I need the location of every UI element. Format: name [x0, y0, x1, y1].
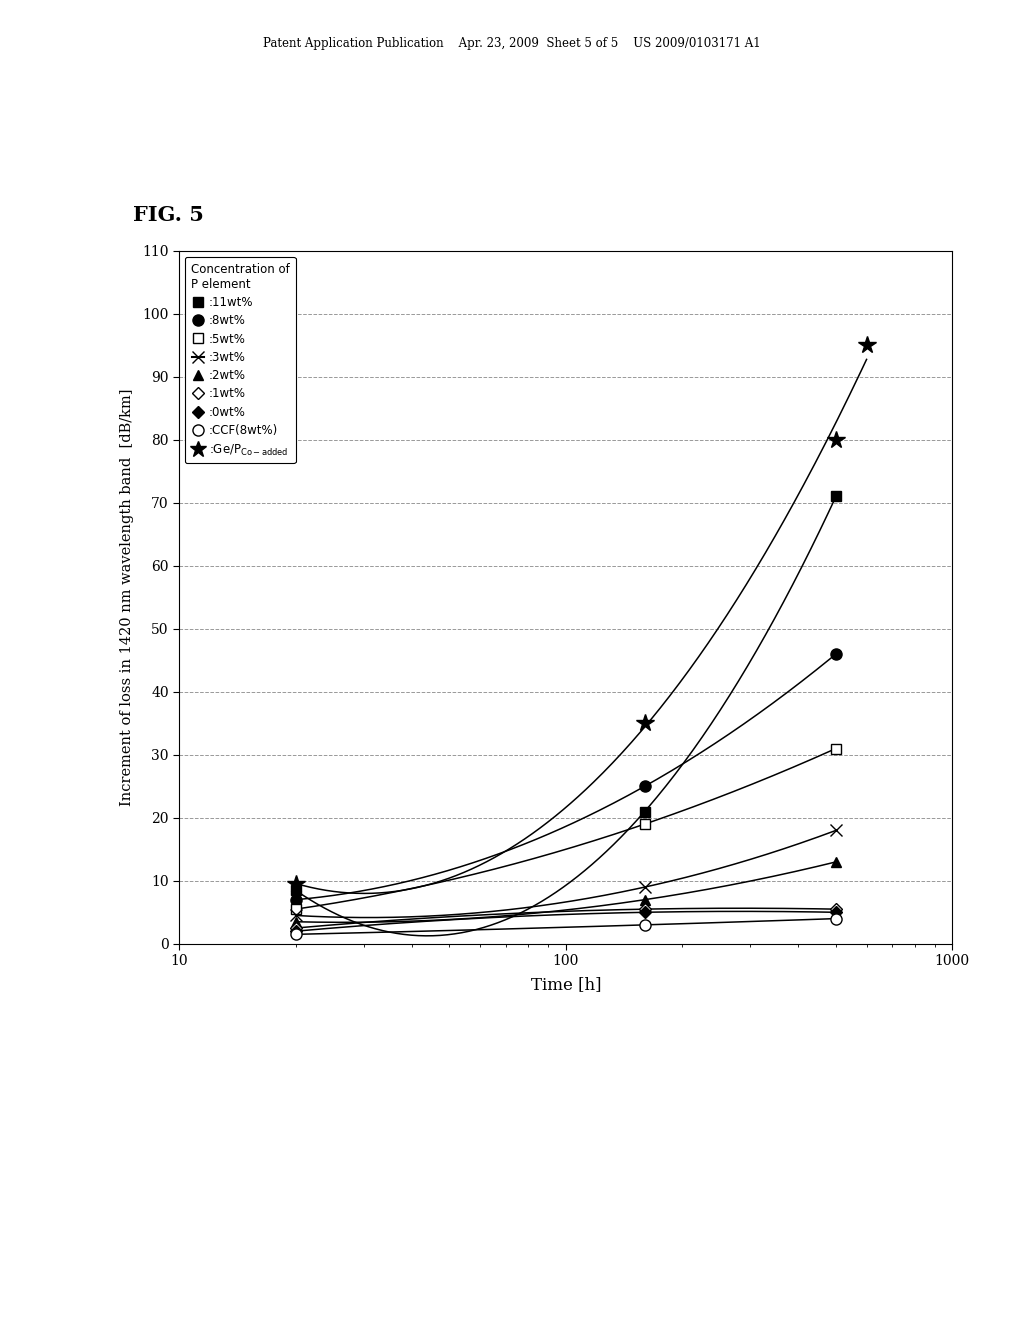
Legend: :11wt%, :8wt%, :5wt%, :3wt%, :2wt%, :1wt%, :0wt%, :CCF(8wt%), :Ge/P$_{\mathregul: :11wt%, :8wt%, :5wt%, :3wt%, :2wt%, :1wt… [185, 256, 296, 463]
Y-axis label: Increment of loss in 1420 nm wavelength band  [dB/km]: Increment of loss in 1420 nm wavelength … [120, 388, 134, 807]
X-axis label: Time [h]: Time [h] [530, 977, 601, 994]
Text: Patent Application Publication    Apr. 23, 2009  Sheet 5 of 5    US 2009/0103171: Patent Application Publication Apr. 23, … [263, 37, 761, 50]
Text: FIG. 5: FIG. 5 [133, 205, 204, 224]
